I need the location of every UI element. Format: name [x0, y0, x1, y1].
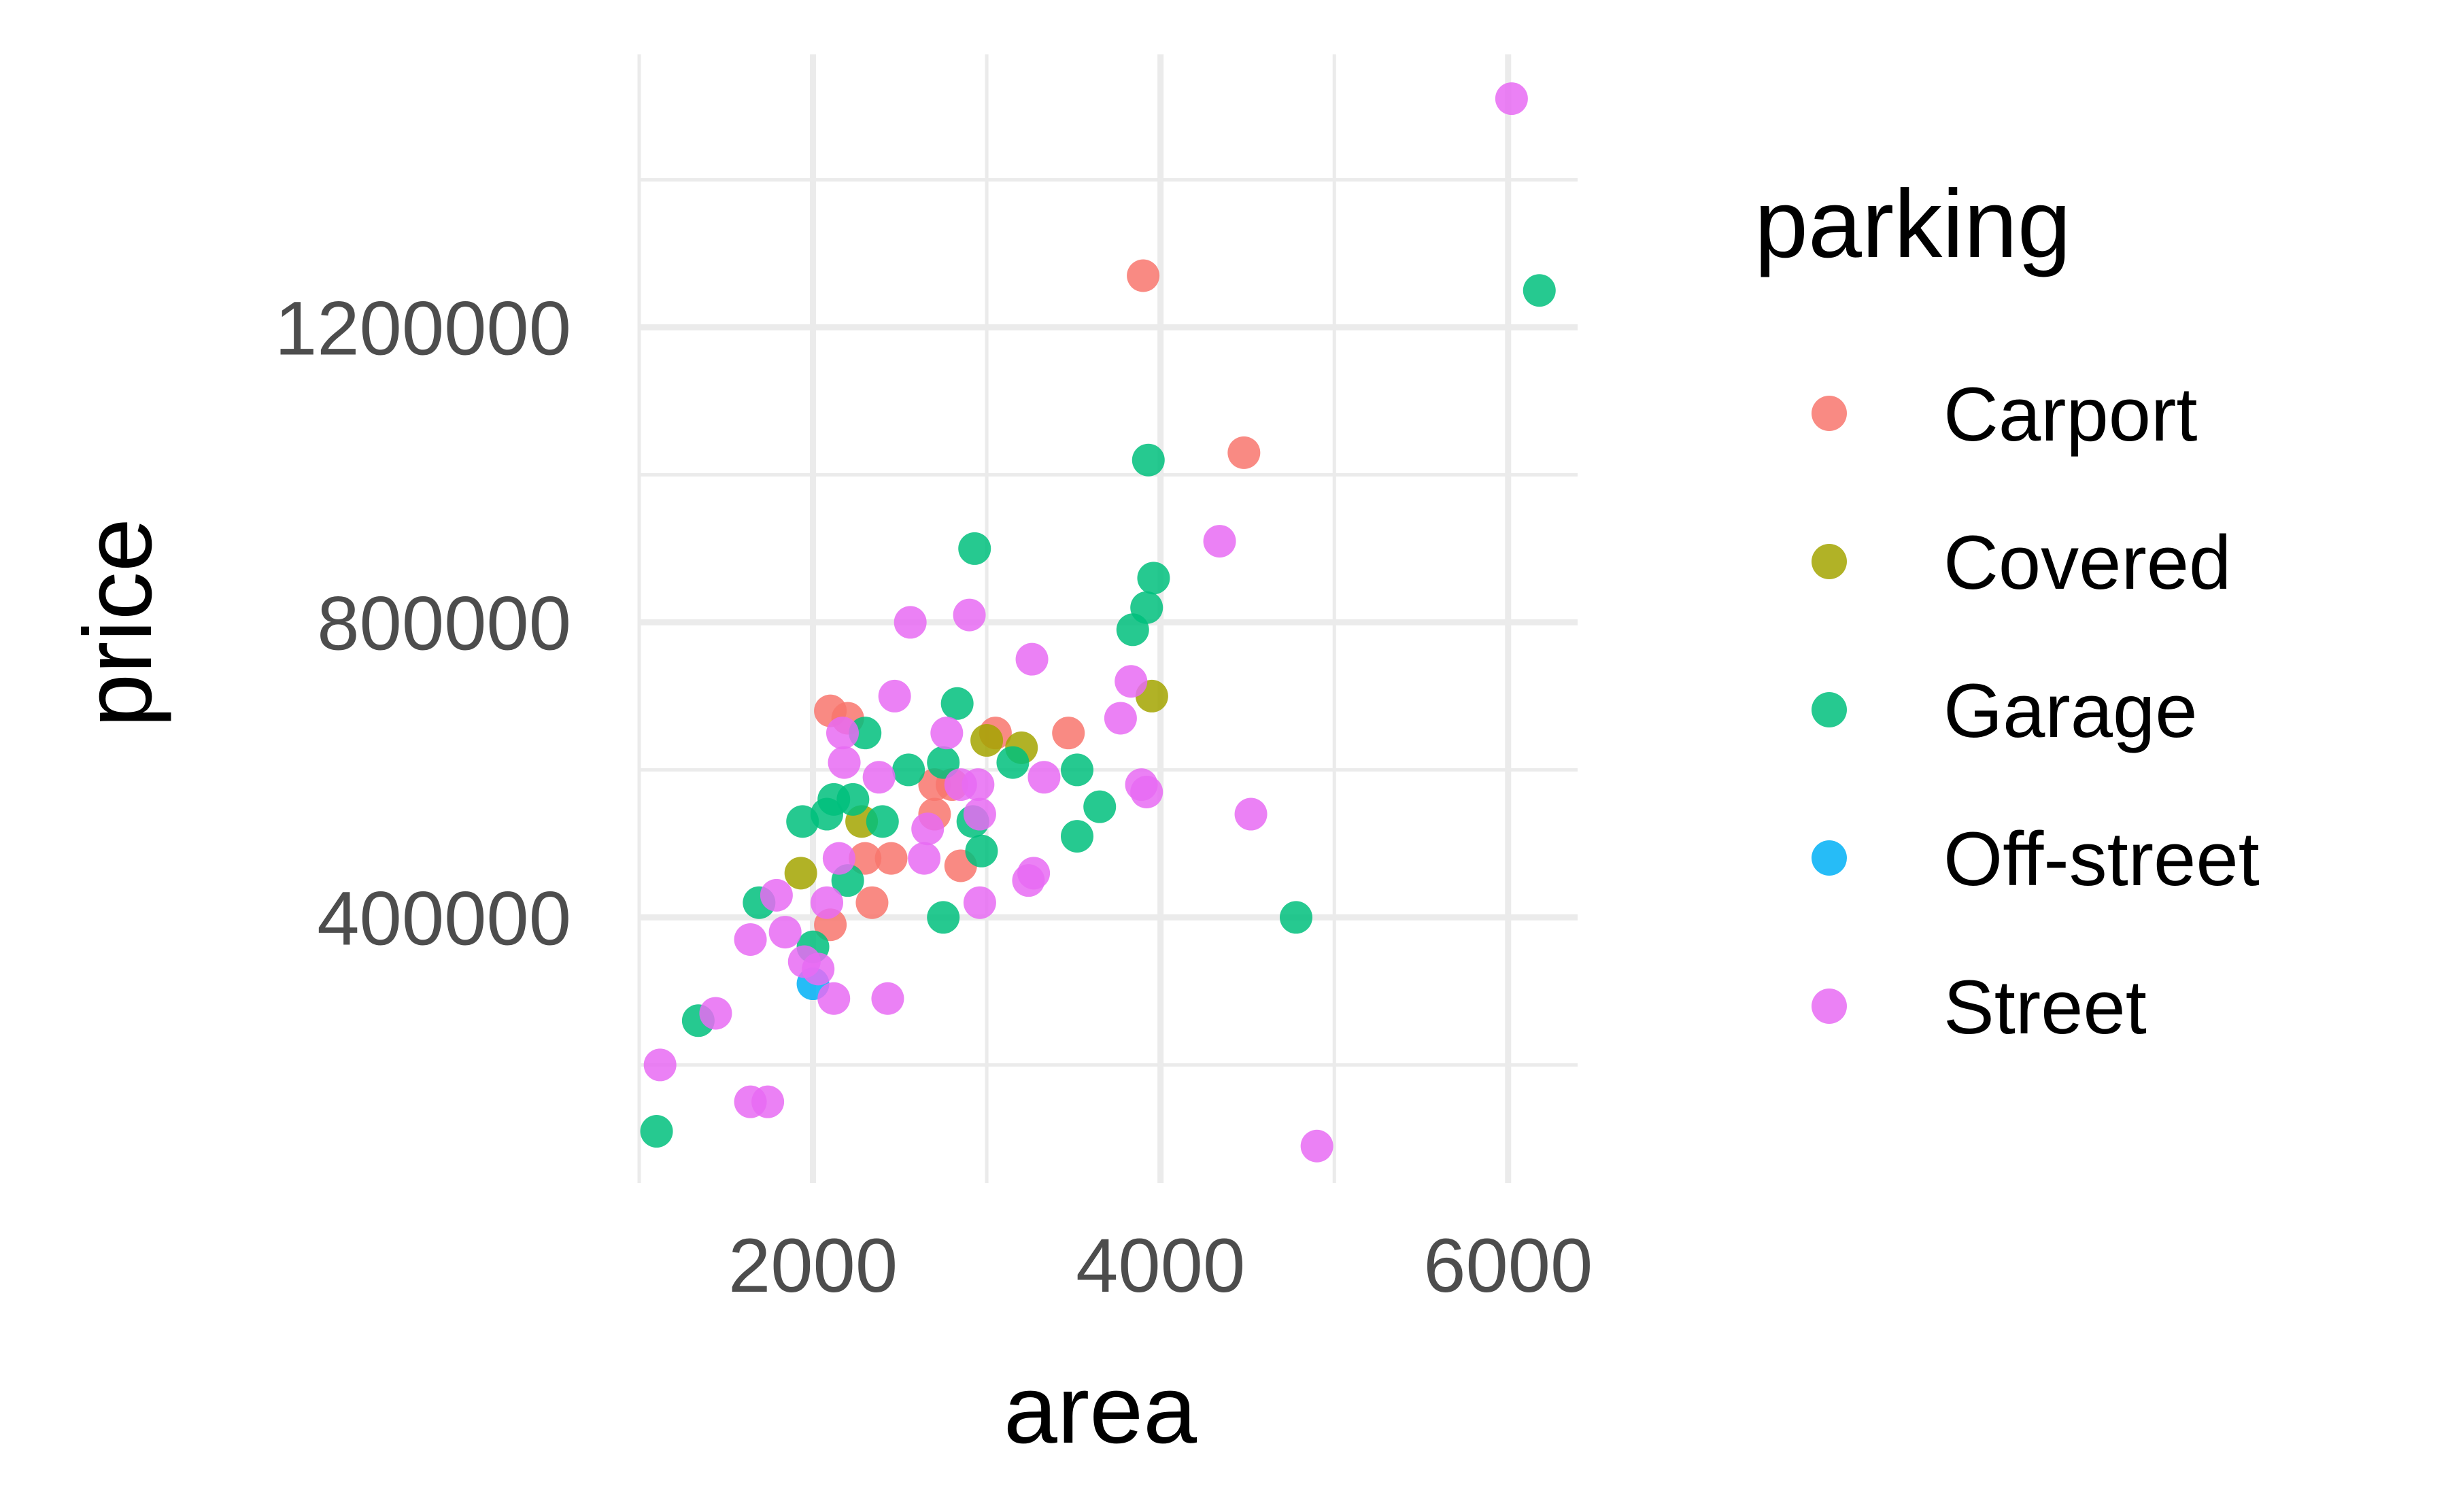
- point-street: [1130, 775, 1163, 808]
- point-garage: [849, 717, 882, 750]
- x-tick-label: 6000: [1423, 1223, 1593, 1308]
- point-street: [1300, 1129, 1333, 1163]
- point-street: [826, 717, 859, 750]
- legend-items: Carport Covered Garage Off-street Street: [1812, 372, 2260, 1050]
- point-street: [1203, 525, 1236, 558]
- x-tick-label: 2000: [728, 1223, 898, 1308]
- point-street: [768, 916, 802, 949]
- point-garage: [866, 805, 899, 838]
- point-street: [878, 679, 911, 712]
- point-carport: [855, 886, 889, 919]
- legend-label: Street: [1943, 965, 2147, 1050]
- point-garage: [1280, 901, 1312, 934]
- point-garage: [1137, 562, 1170, 595]
- legend-key-street: [1812, 989, 1847, 1024]
- point-street: [1012, 864, 1045, 897]
- point-street: [871, 982, 904, 1015]
- point-garage: [817, 783, 851, 816]
- legend-title: parking: [1754, 170, 2071, 278]
- point-garage: [927, 746, 960, 779]
- point-street: [811, 886, 843, 919]
- y-axis-title: price: [64, 518, 172, 727]
- point-garage: [940, 687, 974, 720]
- point-garage: [1061, 820, 1093, 853]
- data-points: [640, 82, 1556, 1163]
- point-carport: [1227, 436, 1261, 469]
- point-street: [643, 1048, 677, 1082]
- point-street: [930, 717, 964, 750]
- point-street: [828, 746, 861, 779]
- point-street: [734, 923, 767, 956]
- point-garage: [996, 746, 1030, 779]
- x-tick-label: 4000: [1076, 1223, 1245, 1308]
- point-street: [1015, 642, 1049, 676]
- point-covered: [970, 724, 1004, 757]
- point-carport: [1052, 717, 1085, 750]
- point-street: [817, 982, 851, 1015]
- point-street: [862, 761, 896, 794]
- point-carport: [874, 842, 908, 875]
- legend-key-garage: [1812, 692, 1847, 727]
- x-axis-title: area: [1004, 1356, 1197, 1464]
- point-street: [1027, 761, 1061, 794]
- point-covered: [784, 857, 817, 890]
- point-street: [908, 842, 941, 875]
- x-axis-ticks: 2000 4000 6000: [728, 1223, 1593, 1308]
- y-axis-ticks: 400000 800000 1200000: [275, 286, 571, 961]
- minor-grid: [637, 54, 1578, 1183]
- point-street: [962, 768, 995, 802]
- major-grid: [639, 54, 1578, 1183]
- point-garage: [640, 1115, 673, 1148]
- point-street: [699, 997, 732, 1030]
- legend-label: Garage: [1943, 668, 2198, 753]
- point-garage: [1523, 274, 1556, 307]
- point-street: [1495, 82, 1528, 116]
- point-street: [963, 886, 996, 919]
- point-street: [953, 598, 986, 632]
- point-street: [822, 842, 855, 875]
- point-street: [751, 1085, 785, 1118]
- point-street: [1234, 797, 1268, 831]
- y-tick-label: 1200000: [275, 286, 571, 371]
- legend: parking Carport Covered Garage Off-street St…: [1754, 170, 2260, 1050]
- point-garage: [1116, 613, 1149, 647]
- point-carport: [849, 842, 882, 875]
- point-garage: [958, 532, 991, 565]
- y-tick-label: 800000: [317, 581, 571, 666]
- point-garage: [1061, 753, 1093, 787]
- point-street: [911, 812, 945, 846]
- legend-label: Off-street: [1943, 817, 2260, 901]
- point-carport: [1127, 259, 1160, 292]
- point-street: [963, 797, 996, 831]
- legend-label: Carport: [1943, 372, 2197, 457]
- point-street: [802, 952, 835, 986]
- point-street: [1104, 702, 1137, 735]
- point-garage: [1132, 443, 1165, 477]
- point-street: [894, 606, 927, 639]
- point-street: [760, 878, 793, 912]
- legend-key-carport: [1812, 396, 1847, 431]
- y-tick-label: 400000: [317, 876, 571, 961]
- point-garage: [965, 834, 998, 867]
- point-garage: [927, 901, 960, 934]
- point-garage: [1083, 790, 1117, 823]
- legend-label: Covered: [1943, 520, 2231, 605]
- point-garage: [892, 753, 925, 787]
- legend-key-covered: [1812, 544, 1847, 579]
- legend-key-off-street: [1812, 840, 1847, 876]
- point-street: [1115, 665, 1148, 698]
